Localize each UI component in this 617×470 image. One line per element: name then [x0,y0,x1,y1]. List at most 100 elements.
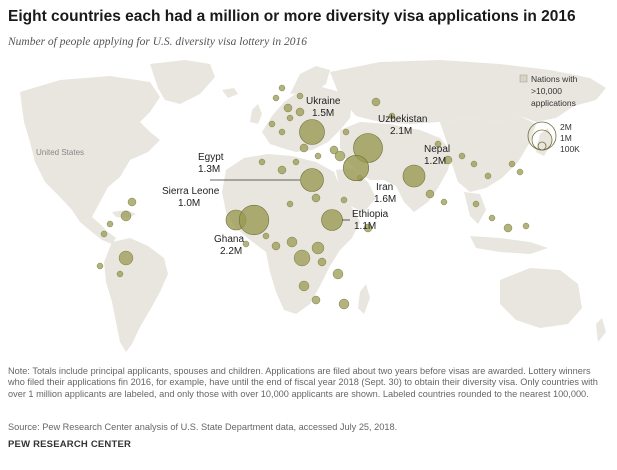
country-bubble [127,197,137,207]
country-bubble [388,112,396,120]
land-masses [20,60,606,352]
country-bubble [283,103,293,113]
label-uzbekistan-name: Uzbekistan [378,114,427,125]
country-bubble [334,150,346,162]
chart-title: Eight countries each had a million or mo… [8,8,576,25]
bubble-nepal [402,164,426,188]
country-bubble [317,257,327,267]
label-egypt-name: Egypt [198,152,224,163]
country-bubble [96,262,104,270]
landmass-north-america [20,76,160,222]
landmass-east-asia [440,116,536,192]
country-bubble [286,114,294,122]
country-bubble [295,107,305,117]
bubble-uzbekistan [353,133,383,163]
country-bubble [522,222,530,230]
country-bubble [371,97,381,107]
landmass-south-america [104,238,168,352]
landmass-africa [222,154,360,314]
country-bubble [286,236,298,248]
country-bubble [262,232,270,240]
country-bubble [278,128,286,136]
country-bubble [508,160,516,168]
country-bubble [488,214,496,222]
landmass-europe [262,86,352,152]
landmass-arabia [336,168,376,212]
country-bubble [434,140,442,148]
world-map: United States Ukraine 1.5M Uzbekistan 2.… [20,60,606,352]
country-bubble [286,200,294,208]
label-nepal-name: Nepal [424,144,450,155]
country-bubble [268,120,276,128]
country-bubble [311,295,321,305]
label-ghana-value: 2.2M [220,246,242,257]
legend-label-1m: 1M [560,133,572,143]
country-bubble [472,200,480,208]
country-bubble [425,189,435,199]
legend-nations-line3: applications [531,98,576,108]
landmass-new-zealand [596,318,606,342]
country-bubble [314,152,322,160]
landmass-australia [500,268,582,328]
country-bubble [363,223,373,233]
legend-circle-100k [537,141,547,151]
label-ukraine-name: Ukraine [306,96,341,107]
country-bubble [116,270,124,278]
country-bubble [440,198,448,206]
legend: Nations with >10,000 applications 2M 1M … [519,74,580,154]
credit-line: PEW RESEARCH CENTER [8,439,132,450]
landmass-central-america [80,217,116,244]
label-ethiopia-name: Ethiopia [352,209,389,220]
landmass-scandinavia [290,66,330,94]
country-bubble [342,128,350,136]
country-bubble [258,158,266,166]
country-bubble [296,92,304,100]
country-bubble [503,223,513,233]
landmass-greenland [150,60,215,104]
country-bubble [516,168,524,176]
landmass-southeast-asia [464,192,486,224]
country-bubble [458,152,466,160]
label-egypt-value: 1.3M [198,164,220,175]
label-ukraine-value: 1.5M [312,108,334,119]
country-bubble [278,84,286,92]
legend-nations-line2: >10,000 [531,86,562,96]
bubble-ethiopia [321,209,343,231]
labeled-bubbles [225,119,426,236]
label-iran-value: 1.6M [374,194,396,205]
label-uzbekistan-value: 2.1M [390,126,412,137]
country-bubble [340,196,348,204]
label-ethiopia-value: 1.1M [354,221,376,232]
footnote: Note: Totals include principal applicant… [8,366,598,399]
country-bubble [271,241,281,251]
country-bubble [120,210,132,222]
legend-label-2m: 2M [560,122,572,132]
country-bubble [118,250,134,266]
country-bubble [292,158,300,166]
country-bubble [242,240,250,248]
bubble-ukraine [299,119,325,145]
country-bubble [443,155,453,165]
source-line: Source: Pew Research Center analysis of … [8,422,398,432]
country-bubble [329,145,339,155]
country-bubble [470,160,478,168]
legend-label-100k: 100K [560,144,580,154]
bubble-egypt [300,168,324,192]
landmass-uk [250,104,262,124]
country-bubble [484,172,492,180]
country-bubble [277,165,287,175]
country-bubble [332,268,344,280]
country-bubble [298,280,310,292]
country-bubbles [96,84,530,310]
label-ghana-name: Ghana [214,234,244,245]
country-bubble [311,193,321,203]
legend-nations-line1: Nations with [531,74,578,84]
country-bubble [293,249,311,267]
leader-lines [210,179,350,221]
country-bubble [311,241,325,255]
country-bubble [338,298,350,310]
label-sierra-leone-value: 1.0M [178,198,200,209]
country-bubble [272,94,280,102]
landmass-japan [536,128,552,156]
landmass-indonesia [470,236,548,254]
